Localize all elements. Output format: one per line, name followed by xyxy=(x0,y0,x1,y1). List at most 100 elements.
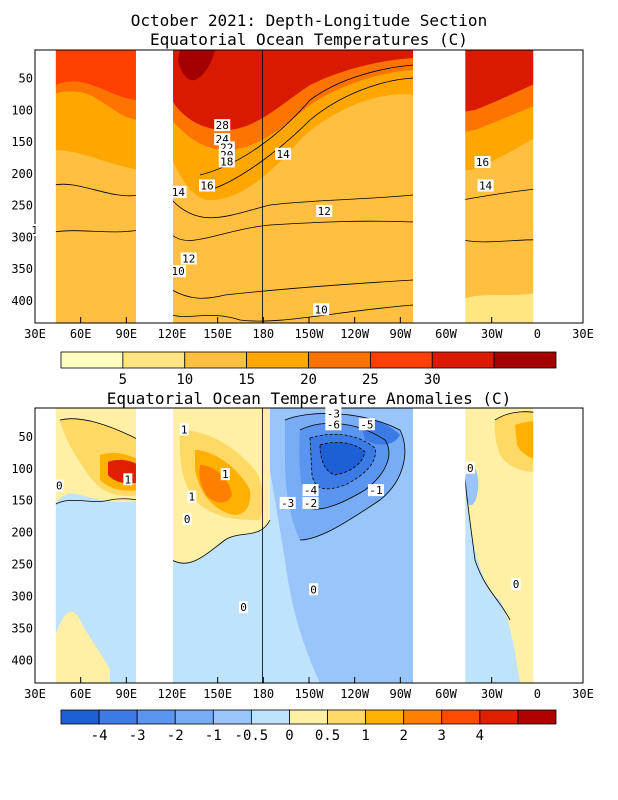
colorbar-label: 1 xyxy=(361,728,369,744)
x-tick-label: 30E xyxy=(24,687,46,701)
x-tick-label: 150W xyxy=(295,327,325,341)
contour-label-bg xyxy=(302,484,319,497)
contour-label: 16 xyxy=(200,180,213,193)
no-data-gap xyxy=(135,408,174,683)
chart2-x-axis: 30E 60E 90E 120E 150E 180 150W 120W 90W 60W 30W 0 30… xyxy=(24,677,594,701)
contour-label-bg xyxy=(325,418,342,431)
x-tick-label: 120E xyxy=(158,687,187,701)
no-data-gap xyxy=(533,408,583,683)
no-data-gap xyxy=(135,50,174,323)
contour-label-bg xyxy=(474,156,491,169)
contour-label: 10 xyxy=(171,265,184,278)
y-tick-label: 250 xyxy=(11,199,33,213)
contour-label-bg xyxy=(358,418,375,431)
contour-label-bg xyxy=(511,578,521,591)
colorbar-label: 2 xyxy=(399,728,407,744)
x-tick-label: 90W xyxy=(389,687,411,701)
colorbar-label: 25 xyxy=(362,372,379,388)
colorbar-label: 10 xyxy=(176,372,193,388)
colorbar-swatch xyxy=(212,709,252,725)
no-data-gap xyxy=(35,50,56,323)
y-tick-label: 100 xyxy=(11,103,33,117)
colorbar-swatch xyxy=(174,709,214,725)
chart1-subtitle: Equatorial Ocean Temperatures (C) xyxy=(150,30,468,49)
no-data-gap xyxy=(414,408,466,683)
y-tick-label: 300 xyxy=(11,230,33,244)
chart1-contour-labels: 28242220181416-1412121210101614 xyxy=(30,119,494,316)
chart1-colorbar: 5 10 15 20 25 30 xyxy=(60,351,557,388)
contour-label-bg xyxy=(182,512,192,525)
x-tick-label: 120W xyxy=(340,327,370,341)
colorbar-swatch xyxy=(365,709,405,725)
contour-label: 1 xyxy=(188,491,195,504)
contour-label-bg xyxy=(170,265,187,278)
chart1-field xyxy=(53,50,549,323)
contour-label: 0 xyxy=(467,462,474,475)
colorbar-label: -3 xyxy=(129,728,146,744)
x-tick-label: 0 xyxy=(534,687,541,701)
x-tick-label: 60W xyxy=(435,687,457,701)
contour-label: 14 xyxy=(276,148,290,161)
contour-label: 14 xyxy=(479,180,493,193)
contour-label: 12 xyxy=(318,205,331,218)
y-tick-label: 350 xyxy=(11,622,33,636)
x-tick-label: 120E xyxy=(158,327,187,341)
contour-label: 0 xyxy=(56,480,63,493)
colorbar-label: -1 xyxy=(205,728,222,744)
y-tick-label: 350 xyxy=(11,262,33,276)
contour-label-bg xyxy=(275,147,292,160)
colorbar-label: 15 xyxy=(238,372,255,388)
contour-label-bg xyxy=(367,484,384,497)
x-tick-label: 90E xyxy=(115,687,137,701)
colorbar-label: -0.5 xyxy=(235,728,269,744)
contour-label-bg xyxy=(54,479,64,492)
y-tick-label: 200 xyxy=(11,167,33,181)
contour-label: -3 xyxy=(281,497,294,510)
x-tick-label: 30W xyxy=(481,327,503,341)
y-tick-label: 50 xyxy=(19,430,33,444)
x-tick-label: 30E xyxy=(572,327,594,341)
colorbar-swatch xyxy=(479,709,519,725)
colorbar-swatch xyxy=(184,351,248,369)
contour-label-bg xyxy=(187,490,197,503)
contour-label-bg xyxy=(180,252,197,265)
chart2-y-axis: 50 100 150 200 250 300 350 400 xyxy=(11,430,41,668)
contour-label: 0 xyxy=(310,583,317,596)
contour-label: 28 xyxy=(216,119,229,132)
x-tick-label: 60W xyxy=(435,327,457,341)
contour-label-bg xyxy=(309,583,319,596)
colorbar-label: 0 xyxy=(285,728,293,744)
colorbar-swatch xyxy=(60,351,124,369)
contour-label: 0 xyxy=(513,578,520,591)
colorbar-swatch xyxy=(289,709,328,725)
x-tick-label: 150E xyxy=(203,327,232,341)
contour-label: 10 xyxy=(315,303,328,316)
colorbar-label: 30 xyxy=(424,372,441,388)
contour-label: -6 xyxy=(327,418,340,431)
contour-label: 1 xyxy=(125,473,132,486)
x-tick-label: 150E xyxy=(203,687,232,701)
x-tick-label: 90W xyxy=(389,327,411,341)
x-tick-label: 90E xyxy=(115,327,137,341)
chart1-x-axis: 30E 60E 90E 120E 150E 180 150W 120W 90W 60W 30W 0 30… xyxy=(24,317,594,341)
no-data-gap xyxy=(414,50,466,323)
colorbar-swatch xyxy=(122,351,186,369)
contour-label: 16 xyxy=(476,156,489,169)
x-tick-label: 150W xyxy=(295,687,325,701)
contour-label: 1 xyxy=(181,423,188,436)
contour-label-bg xyxy=(477,179,494,192)
x-tick-label: 60E xyxy=(70,327,92,341)
colorbar-label: 4 xyxy=(476,728,484,744)
colorbar-swatch xyxy=(60,709,100,725)
colorbar-swatch xyxy=(327,709,367,725)
x-tick-label: 120W xyxy=(340,687,370,701)
x-tick-label: 180 xyxy=(252,327,274,341)
contour-label: -2 xyxy=(304,497,317,510)
contour-label: -5 xyxy=(360,418,373,431)
x-tick-label: 30E xyxy=(24,327,46,341)
colorbar-swatch xyxy=(493,351,557,369)
colorbar-swatch xyxy=(136,709,176,725)
chart2-colorbar: -4 -3 -2 -1 -0.5 0 0.5 1 2 3 4 xyxy=(60,709,557,744)
contour-label-bg xyxy=(279,496,296,509)
y-tick-label: 50 xyxy=(19,72,33,86)
